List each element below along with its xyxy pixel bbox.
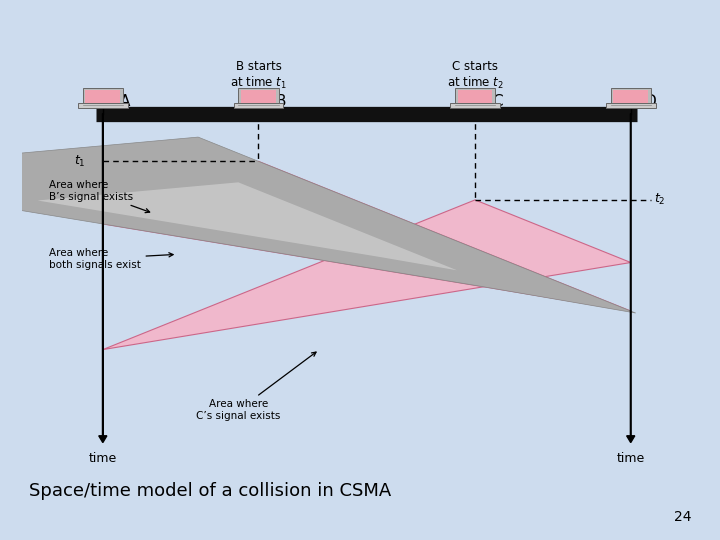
FancyArrow shape [626, 114, 635, 443]
Polygon shape [103, 200, 631, 349]
Polygon shape [606, 103, 656, 108]
Text: Area where
C’s signal exists: Area where C’s signal exists [196, 352, 316, 421]
Text: $t_1$: $t_1$ [74, 154, 86, 169]
Polygon shape [455, 88, 495, 105]
Polygon shape [450, 103, 500, 108]
Text: C: C [492, 94, 503, 109]
Polygon shape [233, 103, 284, 108]
Text: Area where
both signals exist: Area where both signals exist [49, 248, 173, 269]
Polygon shape [103, 161, 631, 311]
Text: A: A [120, 94, 130, 109]
Polygon shape [37, 183, 457, 271]
Polygon shape [238, 88, 279, 105]
Text: $t_2$: $t_2$ [654, 192, 666, 207]
Text: B starts
at time $t_1$: B starts at time $t_1$ [230, 59, 287, 91]
Text: Space/time model of a collision in CSMA: Space/time model of a collision in CSMA [29, 482, 391, 501]
Text: D: D [644, 94, 656, 109]
Polygon shape [613, 90, 648, 103]
Polygon shape [0, 137, 636, 313]
Text: B: B [275, 94, 286, 109]
Text: 24: 24 [674, 510, 691, 524]
Text: time: time [616, 451, 645, 464]
Text: C starts
at time $t_2$: C starts at time $t_2$ [446, 59, 503, 91]
Polygon shape [241, 90, 276, 103]
Polygon shape [78, 103, 127, 108]
Text: Area where
B’s signal exists: Area where B’s signal exists [49, 180, 150, 213]
Polygon shape [458, 90, 492, 103]
Text: time: time [89, 451, 117, 464]
Polygon shape [611, 88, 651, 105]
Polygon shape [86, 90, 120, 103]
Polygon shape [83, 88, 123, 105]
FancyArrow shape [99, 114, 107, 443]
